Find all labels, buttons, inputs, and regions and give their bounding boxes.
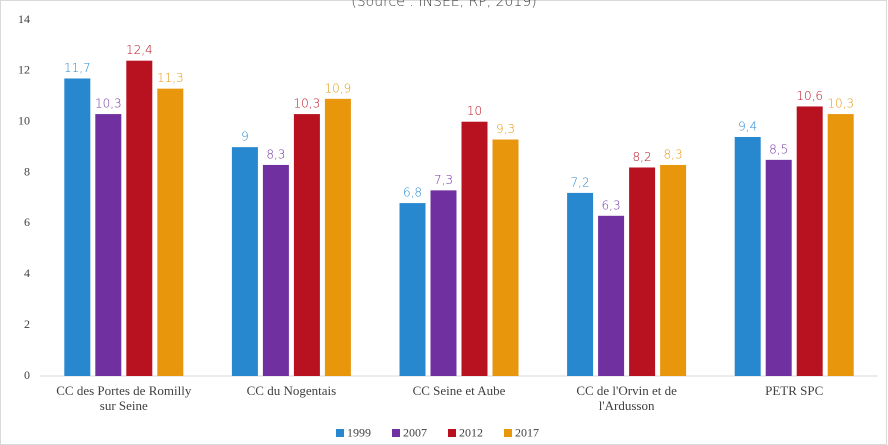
data-label: 7,2 <box>571 175 590 189</box>
x-tick-label: CC Seine et Aube <box>412 383 506 398</box>
legend-label: 2012 <box>459 425 483 439</box>
data-label: 11,3 <box>157 71 184 85</box>
y-tick-label: 0 <box>24 368 30 382</box>
data-label: 8,5 <box>769 142 788 156</box>
legend-swatch <box>448 429 456 437</box>
legend-swatch <box>336 429 344 437</box>
bar <box>157 88 184 377</box>
y-tick-label: 14 <box>18 12 30 26</box>
y-tick-label: 8 <box>24 164 30 178</box>
bar <box>734 136 761 376</box>
legend-swatch <box>392 429 400 437</box>
legend-label: 2007 <box>403 425 427 439</box>
chart-subtitle: (Source : INSEE, RP, 2019) <box>351 0 536 10</box>
bar <box>567 192 594 376</box>
x-tick-label: CC des Portes de Romilly sur Seine <box>56 383 192 413</box>
bar <box>293 114 320 376</box>
data-label: 10,6 <box>796 89 823 103</box>
legend-label: 2017 <box>515 425 539 439</box>
data-label: 10,3 <box>95 97 122 111</box>
bar <box>765 159 792 376</box>
data-label: 11,7 <box>64 61 91 75</box>
x-tick-label: CC du Nogentais <box>246 383 337 398</box>
data-label: 6,3 <box>602 198 621 212</box>
x-tick-label: PETR SPC <box>765 383 824 398</box>
y-tick-label: 2 <box>24 317 30 331</box>
data-label: 8,3 <box>266 147 285 161</box>
x-tick-label: CC de l'Orvin et de l'Ardusson <box>576 383 677 413</box>
bar <box>324 98 351 376</box>
legend-label: 1999 <box>347 425 371 439</box>
data-label: 8,3 <box>664 147 683 161</box>
data-label: 12,4 <box>126 43 153 57</box>
bar <box>660 164 687 376</box>
bar <box>262 164 289 376</box>
bar <box>629 167 656 376</box>
y-tick-label: 4 <box>24 266 30 280</box>
bar <box>126 60 153 376</box>
bar <box>231 147 258 376</box>
y-tick-label: 12 <box>18 63 30 77</box>
bar <box>95 114 122 376</box>
data-label: 9,4 <box>738 119 757 133</box>
data-label: 9,3 <box>496 122 515 136</box>
bar <box>598 215 625 376</box>
bar <box>461 121 488 376</box>
data-label: 6,8 <box>403 186 422 200</box>
bar <box>399 203 426 376</box>
y-tick-label: 6 <box>24 215 30 229</box>
data-label: 10,9 <box>325 81 352 95</box>
bar <box>430 190 457 376</box>
data-label: 8,2 <box>633 150 652 164</box>
y-tick-label: 10 <box>18 113 30 127</box>
bar <box>64 78 91 376</box>
data-label: 10,3 <box>827 97 854 111</box>
data-label: 10,3 <box>294 97 321 111</box>
bar <box>492 139 519 376</box>
data-label: 10 <box>467 104 482 118</box>
data-label: 9 <box>241 130 249 144</box>
data-label: 7,3 <box>434 173 453 187</box>
bar <box>796 106 823 376</box>
legend-swatch <box>504 429 512 437</box>
bar <box>827 114 854 376</box>
